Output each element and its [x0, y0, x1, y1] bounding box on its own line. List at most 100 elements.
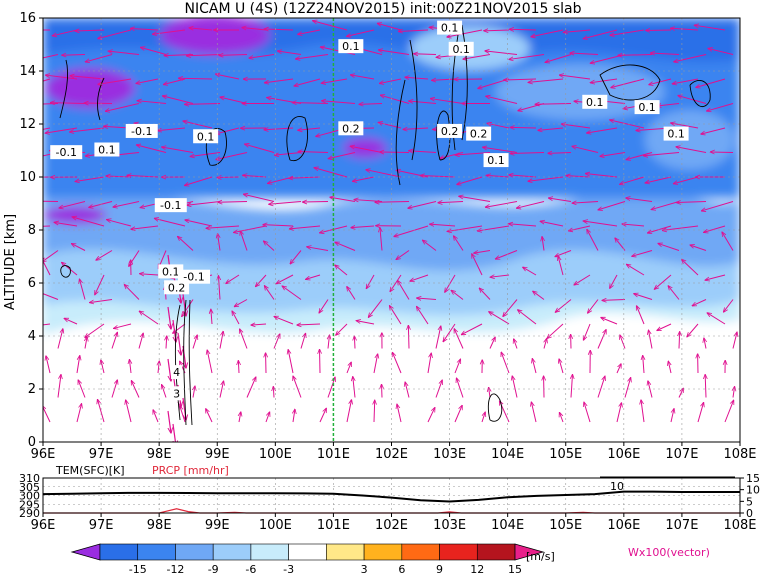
wind-vector [98, 78, 132, 84]
wind-vector [531, 402, 537, 423]
contour-label: -0.1 [160, 199, 181, 212]
wind-vector [167, 306, 171, 329]
wind-vector [645, 176, 672, 183]
wind-vector [296, 54, 329, 59]
wind-vector [153, 410, 159, 423]
wind-vector [293, 376, 302, 398]
wind-vector [528, 78, 564, 82]
contour-label-box [125, 123, 158, 138]
wind-vector [263, 225, 294, 226]
wind-vector [319, 408, 326, 423]
wind-vector [585, 174, 618, 178]
wind-vector [52, 29, 78, 36]
wind-vector [477, 225, 510, 231]
contour-line [205, 128, 227, 166]
wind-vector [276, 274, 294, 284]
contour-label-box [483, 153, 509, 168]
y-tick-label: 0 [28, 435, 36, 450]
wind-vector [380, 95, 410, 104]
wind-vector [503, 299, 518, 317]
wind-vector [405, 77, 429, 79]
colorbar-segment [401, 543, 440, 561]
wind-vector [140, 47, 167, 55]
wind-vector [583, 323, 591, 340]
wind-vector [694, 25, 726, 31]
wind-vector [417, 306, 429, 325]
contour-line [689, 80, 711, 108]
lower-grid-lines [42, 477, 741, 514]
vector-scale-label: Wx100(vector) [628, 546, 710, 559]
wind-vector [451, 290, 464, 300]
contour-label-box [158, 264, 184, 279]
contour-label: 0.2 [168, 281, 186, 294]
lower-right-tick-label: 5 [746, 495, 753, 508]
wind-vector [532, 359, 537, 374]
wind-vector [328, 152, 356, 159]
wind-vector [616, 364, 621, 374]
wind-vector [583, 221, 618, 227]
wind-vector [485, 201, 518, 208]
wind-vector [485, 51, 518, 55]
wind-vector [588, 299, 599, 314]
wind-vector [351, 226, 375, 228]
lower-right-tick-label: 15 [746, 472, 760, 485]
contour-label: 0.1 [586, 96, 604, 109]
wind-vector [97, 399, 105, 423]
contour-label: 0.1 [98, 144, 116, 157]
x-tick-label: 96E [31, 447, 56, 462]
wind-vector [583, 29, 618, 39]
wind-vector [414, 54, 437, 55]
wind-vector [668, 286, 680, 300]
wind-vector [273, 387, 274, 398]
wind-vector [692, 299, 707, 306]
colorbar-segment [250, 543, 289, 561]
colorbar-segment [363, 543, 403, 561]
wind-vector [43, 127, 51, 130]
wind-vector [486, 96, 518, 104]
wind-vector [651, 201, 680, 210]
wind-vector [548, 198, 572, 202]
wind-vector [455, 152, 491, 156]
wind-vector [219, 55, 248, 56]
x-tick-label: 99E [205, 447, 230, 462]
wind-vector [187, 201, 221, 206]
wind-vector [368, 299, 383, 318]
wind-vector [408, 325, 409, 349]
wind-vector [294, 78, 321, 86]
wind-vector [75, 176, 105, 182]
lower-x-tick-label: 106E [607, 518, 640, 533]
wind-vector [218, 202, 248, 203]
contour-label-box [466, 126, 492, 141]
wind-vector [352, 176, 375, 181]
wind-vector [64, 318, 78, 325]
wind-vector [107, 220, 132, 227]
contour-label: 0.1 [487, 154, 505, 167]
wind-vector [130, 29, 159, 30]
lower-x-tick-label: 96E [31, 518, 56, 533]
wind-vector [186, 55, 221, 56]
wind-vector [572, 146, 599, 153]
wind-vector [139, 311, 159, 325]
colorbar-tick-label: -15 [129, 563, 147, 575]
wind-vector [704, 338, 706, 349]
wind-vector [397, 404, 402, 423]
contour-line [60, 265, 71, 278]
wind-vector [380, 228, 382, 251]
wind-vector [45, 127, 78, 133]
colorbar-tick-label: -3 [283, 563, 294, 575]
wind-vector [211, 309, 212, 325]
x-tick-label: 101E [317, 447, 350, 462]
contour-label-box [448, 41, 474, 56]
wind-vector [535, 104, 572, 105]
wind-vector [701, 127, 726, 134]
wind-vector [335, 265, 348, 276]
lower-x-tick-label: 98E [147, 518, 172, 533]
wind-vector [298, 29, 321, 34]
colorbar-segment [99, 543, 139, 561]
wind-vector [185, 220, 213, 227]
wind-vector [674, 54, 707, 62]
wind-vector [427, 408, 435, 423]
wind-vector [679, 332, 680, 349]
wind-vector [96, 250, 113, 261]
wind-vector [673, 176, 699, 184]
